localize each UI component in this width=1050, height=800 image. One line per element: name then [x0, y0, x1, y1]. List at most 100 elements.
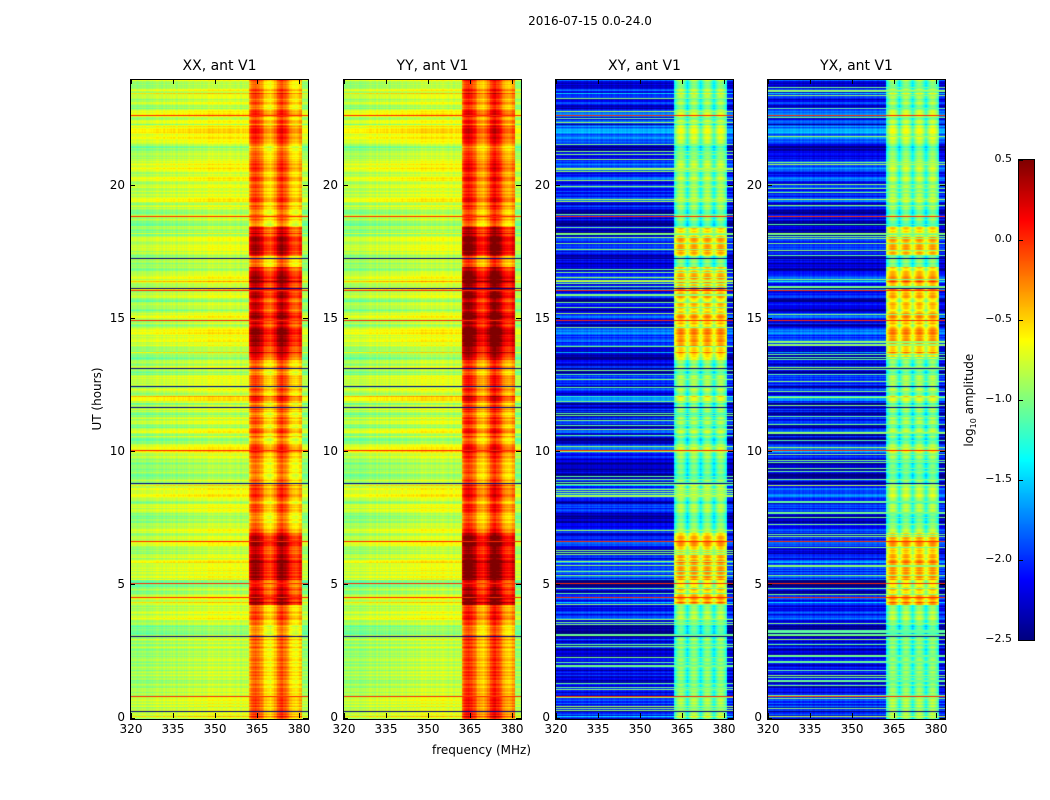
x-tick-label: 335 — [161, 722, 185, 736]
x-tick-mark — [893, 79, 895, 84]
colorbar-gradient — [1019, 160, 1034, 640]
colorbar-tick-mark — [1019, 559, 1023, 561]
y-tick-mark — [767, 185, 772, 186]
y-tick-mark — [516, 451, 521, 453]
y-tick-mark — [555, 717, 560, 719]
y-tick-label: 10 — [322, 443, 338, 458]
y-tick-mark — [130, 451, 135, 453]
x-tick-label: 350 — [416, 722, 440, 736]
colorbar-label-suffix: amplitude — [961, 353, 976, 419]
colorbar-frame — [1018, 159, 1035, 641]
x-tick-mark — [809, 79, 811, 84]
x-tick-mark — [723, 79, 725, 84]
y-tick-mark — [555, 584, 560, 586]
x-tick-mark — [767, 79, 769, 84]
x-tick-mark — [385, 713, 387, 718]
heatmap-panel-3: XY, ant V1 320 335 350 365 380 0 5 10 15 20 — [535, 58, 736, 736]
x-tick-mark — [343, 79, 345, 84]
y-tick-mark — [343, 717, 348, 719]
y-tick-mark — [516, 318, 521, 320]
x-tick-label: 365 — [670, 722, 694, 736]
colorbar-tick-mark — [1019, 479, 1023, 481]
y-tick-mark — [303, 318, 308, 320]
colorbar-label-log: log — [961, 428, 976, 447]
y-tick-mark — [303, 717, 308, 719]
panel-title: XX, ant V1 — [182, 58, 257, 74]
x-tick-label: 335 — [798, 722, 822, 736]
y-tick-label: 5 — [542, 576, 550, 591]
x-tick-mark — [298, 713, 300, 718]
y-tick-mark — [767, 717, 772, 719]
x-tick-mark — [555, 79, 557, 84]
x-tick-mark — [597, 79, 599, 84]
x-tick-mark — [893, 713, 895, 718]
panel-title: YX, ant V1 — [820, 58, 893, 74]
x-tick-mark — [511, 79, 513, 84]
y-tick-label: 5 — [754, 576, 762, 591]
x-tick-mark — [851, 713, 853, 718]
y-tick-label: 20 — [322, 177, 338, 192]
x-tick-mark — [214, 79, 216, 84]
y-tick-label: 0 — [542, 710, 550, 724]
y-tick-mark — [767, 451, 772, 453]
y-tick-mark — [728, 584, 733, 586]
colorbar-tick-label: −2.0 — [985, 552, 1012, 565]
heatmap-panel-1: XX, ant V1 320 335 350 365 380 0 5 10 15 20 — [110, 58, 311, 736]
colorbar-tick-label: 0.0 — [994, 232, 1013, 245]
x-tick-label: 320 — [544, 722, 568, 736]
colorbar-tick-label: 0.5 — [994, 152, 1013, 165]
y-tick-label: 20 — [746, 177, 762, 192]
x-tick-label: 365 — [882, 722, 906, 736]
x-tick-label: 380 — [924, 722, 948, 736]
x-tick-mark — [681, 79, 683, 84]
y-tick-label: 15 — [109, 310, 125, 325]
y-tick-mark — [728, 451, 733, 453]
y-tick-label: 10 — [746, 443, 762, 458]
y-tick-label: 0 — [330, 710, 338, 724]
x-tick-mark — [256, 713, 258, 718]
x-tick-mark — [511, 713, 513, 718]
y-tick-mark — [130, 185, 135, 186]
heatmap-image — [556, 80, 733, 719]
y-tick-label: 5 — [330, 576, 338, 591]
y-tick-mark — [516, 584, 521, 586]
x-tick-mark — [555, 713, 557, 718]
x-tick-mark — [172, 713, 174, 718]
colorbar-tick-mark — [1019, 239, 1023, 241]
x-tick-mark — [343, 713, 345, 718]
x-tick-label: 335 — [374, 722, 398, 736]
y-tick-mark — [728, 318, 733, 320]
y-tick-label: 15 — [322, 310, 338, 325]
x-tick-label: 380 — [500, 722, 524, 736]
colorbar-tick-label: −2.5 — [985, 632, 1012, 645]
y-tick-label: 0 — [754, 710, 762, 724]
colorbar-tick-label: −0.5 — [985, 312, 1012, 325]
x-tick-mark — [130, 713, 132, 718]
y-tick-mark — [555, 451, 560, 453]
y-tick-mark — [516, 185, 521, 186]
x-tick-mark — [172, 79, 174, 84]
x-tick-label: 350 — [628, 722, 652, 736]
panel-frame — [343, 79, 522, 720]
heatmap-image — [768, 80, 945, 719]
y-tick-mark — [940, 451, 945, 453]
colorbar-tick-mark — [1019, 399, 1023, 401]
panel-frame — [555, 79, 734, 720]
colorbar-tick-mark — [1019, 319, 1023, 321]
x-tick-mark — [851, 79, 853, 84]
x-tick-label: 365 — [245, 722, 269, 736]
x-tick-mark — [639, 79, 641, 84]
x-tick-label: 335 — [586, 722, 610, 736]
x-tick-mark — [130, 79, 132, 84]
x-tick-mark — [935, 713, 937, 718]
y-tick-mark — [940, 318, 945, 320]
panel-frame — [767, 79, 946, 720]
y-tick-mark — [343, 584, 348, 586]
panel-title: XY, ant V1 — [608, 58, 681, 74]
y-tick-label: 5 — [117, 576, 125, 591]
y-tick-label: 20 — [534, 177, 550, 192]
x-tick-mark — [639, 713, 641, 718]
y-tick-mark — [343, 451, 348, 453]
y-tick-mark — [940, 185, 945, 186]
y-tick-mark — [130, 717, 135, 719]
